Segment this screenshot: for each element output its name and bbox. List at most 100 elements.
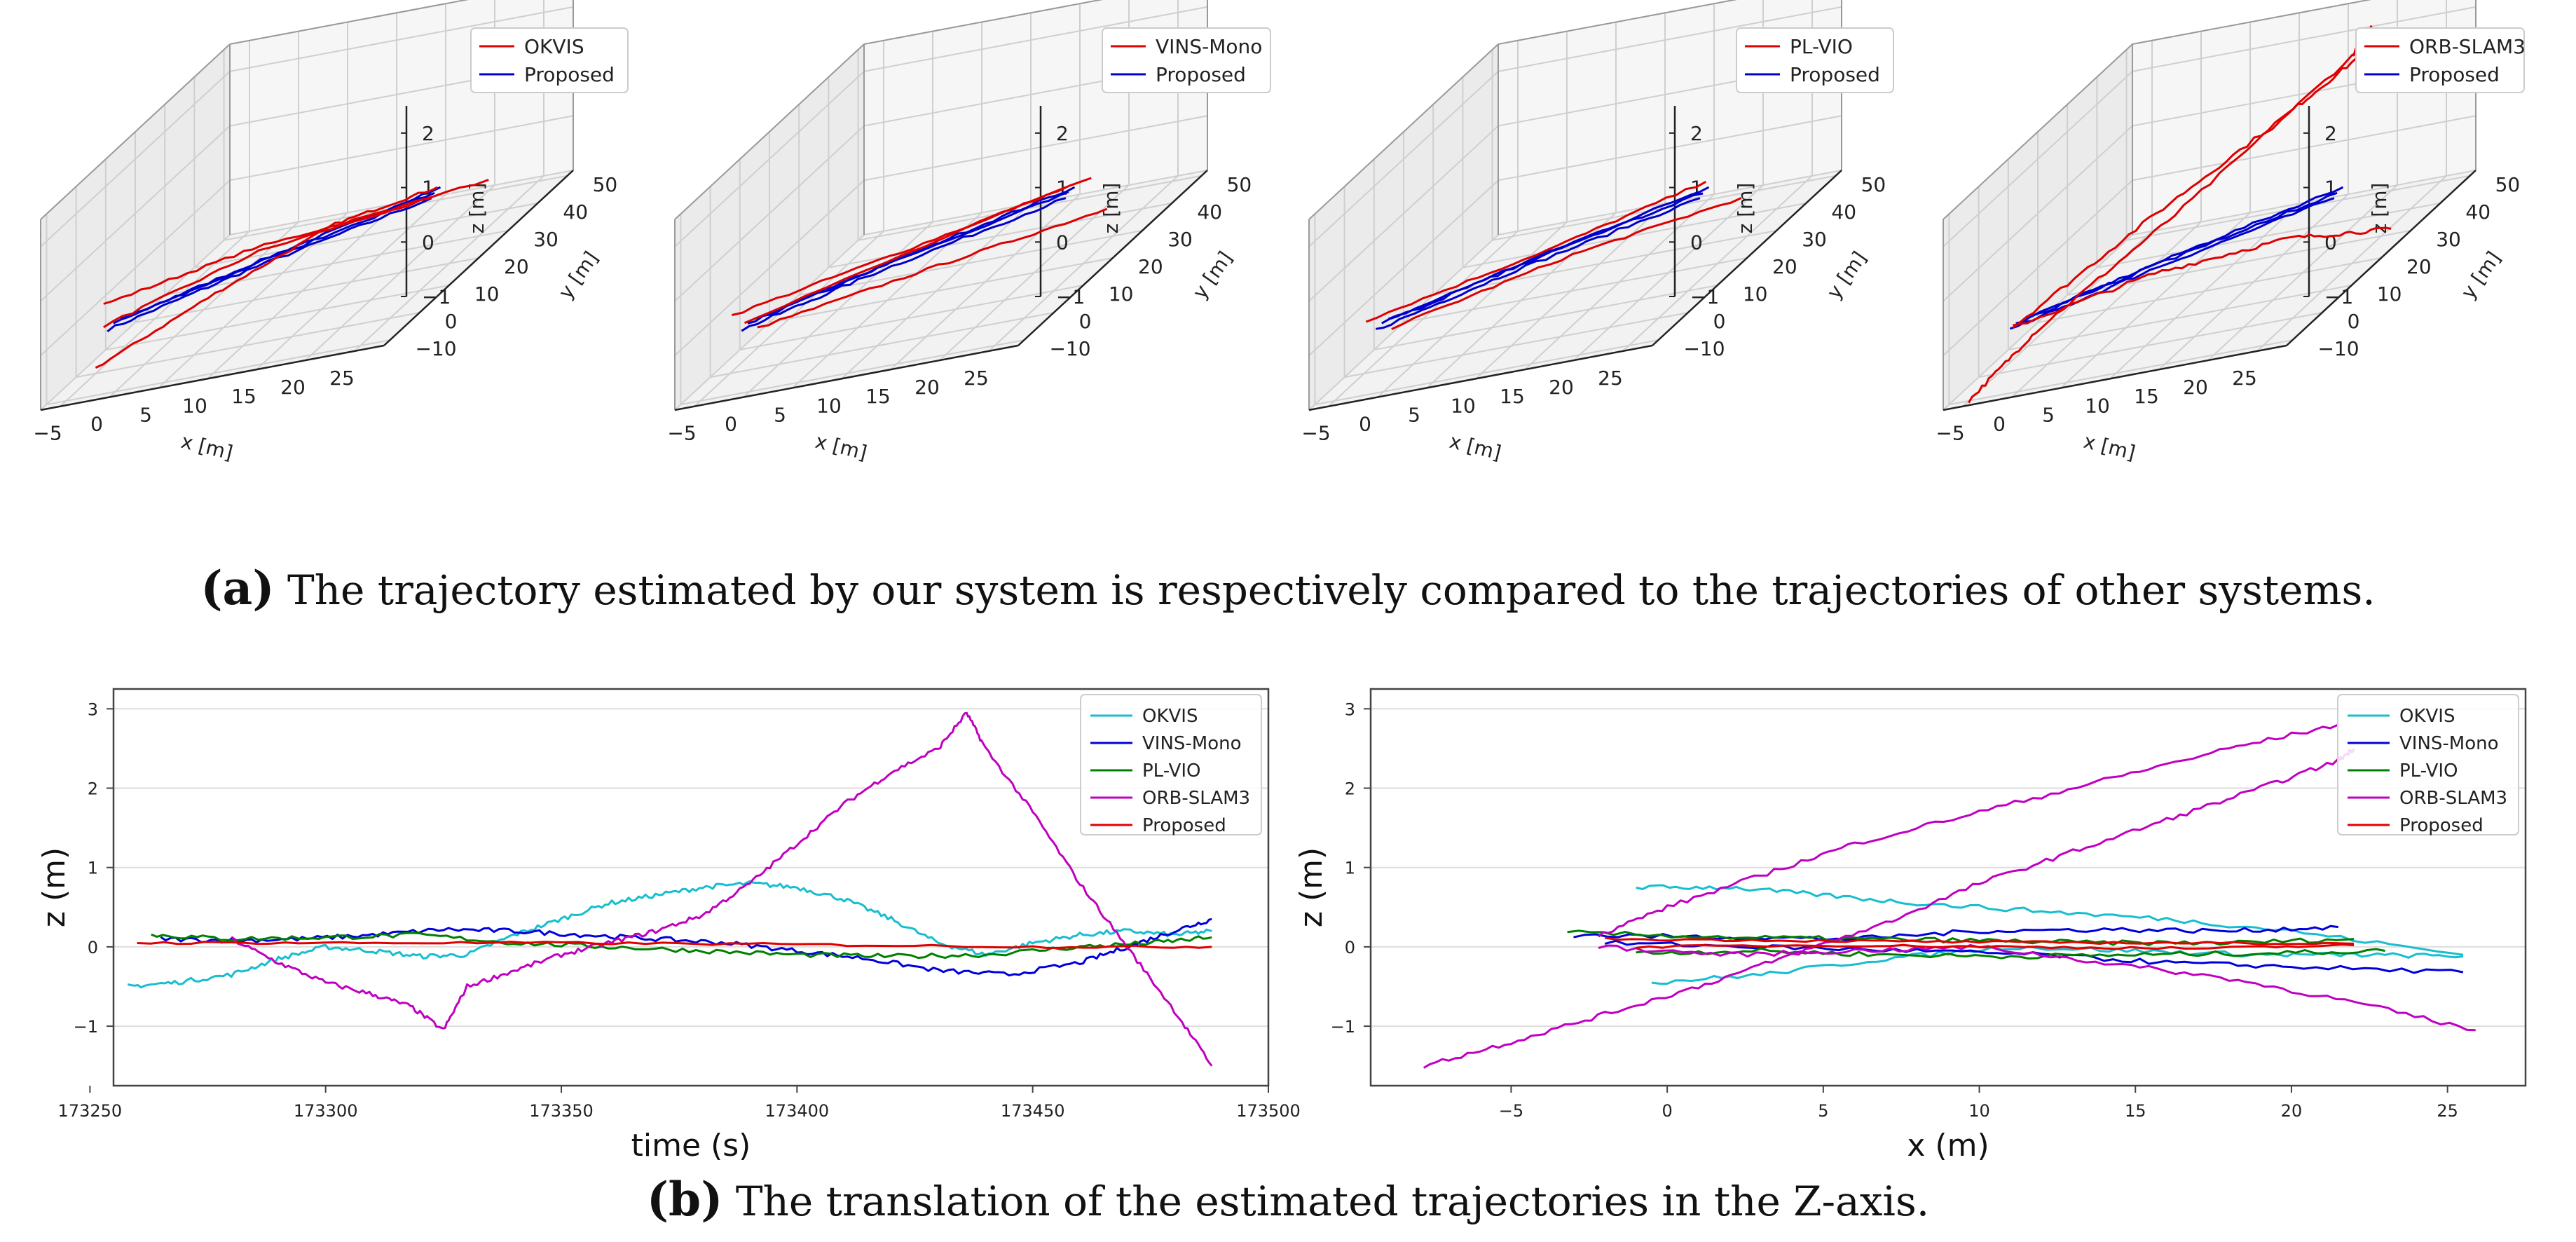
legend-label: ORB-SLAM3 (2399, 788, 2507, 809)
legend-label: Proposed (524, 63, 615, 86)
series-line-orb-slam3 (1598, 943, 2476, 1032)
grid-line (680, 339, 1025, 406)
caption-a-text: The trajectory estimated by our system i… (287, 566, 2376, 614)
series-line-orb-slam3 (1423, 748, 2355, 1069)
caption-a: (a) The trajectory estimated by our syst… (0, 561, 2576, 615)
y-tick-label: 2 (1345, 779, 1355, 799)
series-line-orb-slam3 (231, 711, 1213, 1067)
pane-edge (863, 0, 1103, 45)
grid-line (863, 115, 1208, 182)
grid-line (2132, 6, 2476, 72)
x-tick-label: 173300 (294, 1101, 358, 1121)
z-tick-label: 0 (1056, 231, 1069, 254)
x-tick-label: −5 (1301, 422, 1330, 445)
grid-line (40, 234, 231, 411)
grid-line (1308, 179, 1499, 357)
z-tick-label: 2 (1690, 122, 1703, 145)
y-axis-label: y [m] (1822, 247, 1871, 303)
plot2d-2: −5 0 5 10 15 20 25 −1 0 1 2 3 x (m) z (m) OKVIS VINS-Mo… (1294, 688, 2527, 1163)
legend-label: VINS-Mono (2399, 733, 2499, 754)
z-tick-label: −1 (2324, 285, 2353, 308)
series-line-proposed (1636, 943, 2355, 950)
grid-line (1943, 125, 2133, 302)
legend-label: PL-VIO (1142, 760, 1200, 782)
y-tick-label: 0 (445, 310, 458, 333)
x-tick-label: −5 (1936, 422, 1964, 445)
legend-box (470, 27, 629, 93)
grid-line (229, 115, 574, 182)
x-tick-label: 0 (1993, 413, 2006, 436)
series-line-pl-vio (1636, 947, 2385, 960)
axis-line (1308, 344, 1653, 411)
plot-frame (1369, 688, 2527, 1087)
x-tick-label: 0 (1662, 1101, 1672, 1121)
x-tick-label: 5 (1818, 1101, 1828, 1121)
y-axis-label: y [m] (2456, 247, 2505, 303)
y-tick-label: 30 (533, 228, 559, 251)
y-tick-label: −10 (1683, 337, 1725, 360)
legend-label: OKVIS (1142, 706, 1198, 727)
x-tick-label: 173500 (1236, 1101, 1301, 1121)
grid-line (674, 71, 865, 247)
y-tick-label: 10 (1109, 282, 1134, 306)
y-tick-label: 1 (1345, 859, 1355, 878)
legend-label: OKVIS (2399, 706, 2455, 727)
y-tick-label: 0 (1079, 310, 1092, 333)
y-axis-label: z (m) (36, 847, 72, 927)
grid-line (2008, 285, 2352, 351)
pane-edge (40, 43, 231, 220)
y-tick-label: 40 (2465, 200, 2491, 224)
z-axis-label: z [m] (1099, 183, 1123, 234)
x-tick-label: 20 (2281, 1101, 2303, 1121)
x-axis-label: x [m] (1447, 430, 1503, 465)
y-tick-label: 20 (1138, 255, 1163, 278)
y-tick-label: 0 (1713, 310, 1726, 333)
y-axis-label: y [m] (554, 247, 603, 303)
grid-line (1308, 125, 1499, 302)
grid-line (674, 125, 865, 302)
x-axis-label: x [m] (2081, 430, 2137, 465)
y-tick-label: 3 (88, 700, 98, 719)
pane-edge (1308, 43, 1499, 220)
z-tick-label: 0 (422, 231, 434, 254)
grid-line (1433, 229, 1777, 296)
x-tick-label: 0 (725, 413, 737, 436)
grid-line (1403, 257, 1748, 323)
x-tick-label: 10 (816, 394, 842, 417)
axis-line (383, 170, 574, 346)
grid-line (194, 202, 538, 268)
grid-line (40, 179, 231, 357)
proposed-trajectory (1388, 186, 1710, 320)
y-tick-label: 40 (563, 200, 588, 224)
y-tick-label: 0 (1345, 938, 1355, 957)
legend-label: Proposed (1142, 815, 1226, 836)
x-tick-label: 5 (1408, 403, 1420, 426)
legend: OKVIS VINS-Mono PL-VIO ORB-SLAM3 Proposed (1080, 694, 1262, 836)
z-tick-label: 2 (1056, 122, 1069, 145)
x-tick-label: 25 (329, 367, 355, 390)
compared-trajectory (102, 179, 489, 329)
legend-label: ORB-SLAM3 (2409, 35, 2526, 58)
y-tick-label: 50 (2495, 173, 2521, 196)
x-tick-label: 5 (774, 403, 786, 426)
grid-line (710, 312, 1054, 378)
x-axis-label: time (s) (631, 1128, 751, 1163)
x-axis-label: x [m] (813, 430, 869, 465)
y-tick-label: 40 (1197, 200, 1222, 224)
pane-edge (229, 0, 469, 45)
legend-label: VINS-Mono (1156, 35, 1262, 58)
pane-edge (1498, 0, 1737, 45)
compared-trajectory (1391, 197, 1742, 330)
grid-line (1308, 71, 1499, 247)
y-tick-label: 20 (1772, 255, 1797, 278)
legend: ORB-SLAM3 Proposed (2355, 27, 2526, 93)
grid-line (135, 257, 479, 323)
pane-edge (2132, 0, 2371, 45)
series-line-pl-vio (151, 932, 1212, 960)
compared-trajectory (103, 197, 432, 305)
grid-line (1462, 202, 1807, 268)
grid-line (40, 125, 231, 302)
x-axis-label: x (m) (1907, 1128, 1989, 1163)
